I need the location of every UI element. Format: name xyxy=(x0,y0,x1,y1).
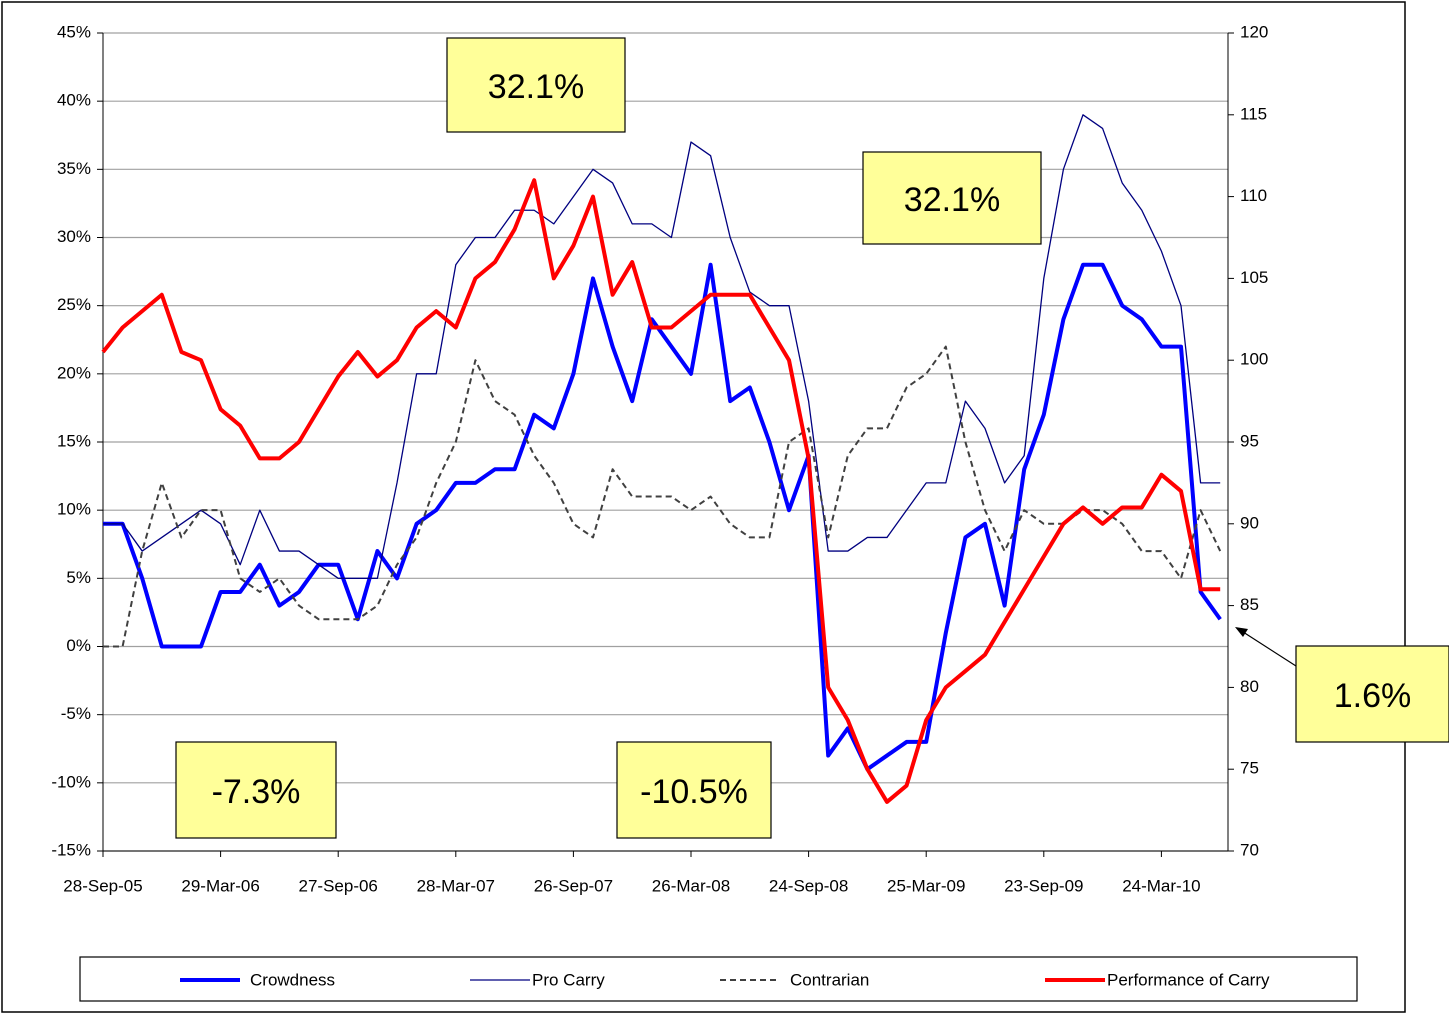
y2-tick-label: 115 xyxy=(1240,104,1267,123)
y2-tick-label: 75 xyxy=(1240,759,1259,778)
y-tick-label: 5% xyxy=(66,568,91,587)
annotation-box xyxy=(616,741,772,839)
x-tick-label: 26-Mar-08 xyxy=(652,876,730,895)
series-line xyxy=(103,262,1222,772)
y-tick-label: 35% xyxy=(57,159,91,178)
y2-tick-label: 70 xyxy=(1240,840,1259,859)
x-tick-label: 23-Sep-09 xyxy=(1004,876,1083,895)
legend-label: Contrarian xyxy=(790,970,869,989)
series-line xyxy=(101,178,1221,804)
y-tick-label: -10% xyxy=(51,772,91,791)
y-tick-label: 40% xyxy=(57,91,91,110)
x-tick-label: 28-Mar-07 xyxy=(417,876,495,895)
y-tick-label: 15% xyxy=(57,431,91,450)
annotation-box xyxy=(446,37,626,133)
y-tick-label: 30% xyxy=(57,227,91,246)
x-tick-label: 26-Sep-07 xyxy=(534,876,613,895)
y-tick-label: 0% xyxy=(66,636,91,655)
y2-tick-label: 110 xyxy=(1240,186,1267,205)
annotation-box xyxy=(1295,645,1449,743)
legend-box xyxy=(79,956,1358,1002)
annotation: -7.3% xyxy=(212,773,301,811)
annotation-arrowhead xyxy=(1235,627,1248,637)
annotation-arrow xyxy=(1239,629,1297,667)
annotation-box xyxy=(175,741,337,839)
chart-frame xyxy=(1,1,1406,1013)
legend-label: Performance of Carry xyxy=(1107,970,1270,989)
y2-tick-label: 105 xyxy=(1240,268,1268,287)
annotation: 1.6% xyxy=(1334,677,1412,715)
legend-label: Crowdness xyxy=(250,970,335,989)
legend-label: Pro Carry xyxy=(532,970,605,989)
y-tick-label: 45% xyxy=(57,22,91,41)
y-tick-label: -5% xyxy=(61,704,91,723)
x-tick-label: 24-Sep-08 xyxy=(769,876,848,895)
annotation: 32.1% xyxy=(904,181,1000,219)
series-line xyxy=(103,345,1222,648)
y-tick-label: 25% xyxy=(57,295,91,314)
y-tick-label: 10% xyxy=(57,500,91,519)
x-tick-label: 29-Mar-06 xyxy=(181,876,259,895)
x-tick-label: 28-Sep-05 xyxy=(63,876,142,895)
y-tick-label: 20% xyxy=(57,363,91,382)
y2-tick-label: 95 xyxy=(1240,431,1259,450)
y2-tick-label: 100 xyxy=(1240,350,1268,369)
y2-tick-label: 85 xyxy=(1240,595,1259,614)
series-line xyxy=(103,114,1221,579)
x-tick-label: 25-Mar-09 xyxy=(887,876,965,895)
x-tick-label: 27-Sep-06 xyxy=(299,876,378,895)
y2-tick-label: 80 xyxy=(1240,677,1259,696)
annotation: -10.5% xyxy=(640,773,748,811)
y2-tick-label: 90 xyxy=(1240,513,1259,532)
annotation-box xyxy=(862,151,1042,245)
y-tick-label: -15% xyxy=(51,840,91,859)
annotation: 32.1% xyxy=(488,68,584,106)
y2-tick-label: 120 xyxy=(1240,22,1268,41)
x-tick-label: 24-Mar-10 xyxy=(1122,876,1200,895)
